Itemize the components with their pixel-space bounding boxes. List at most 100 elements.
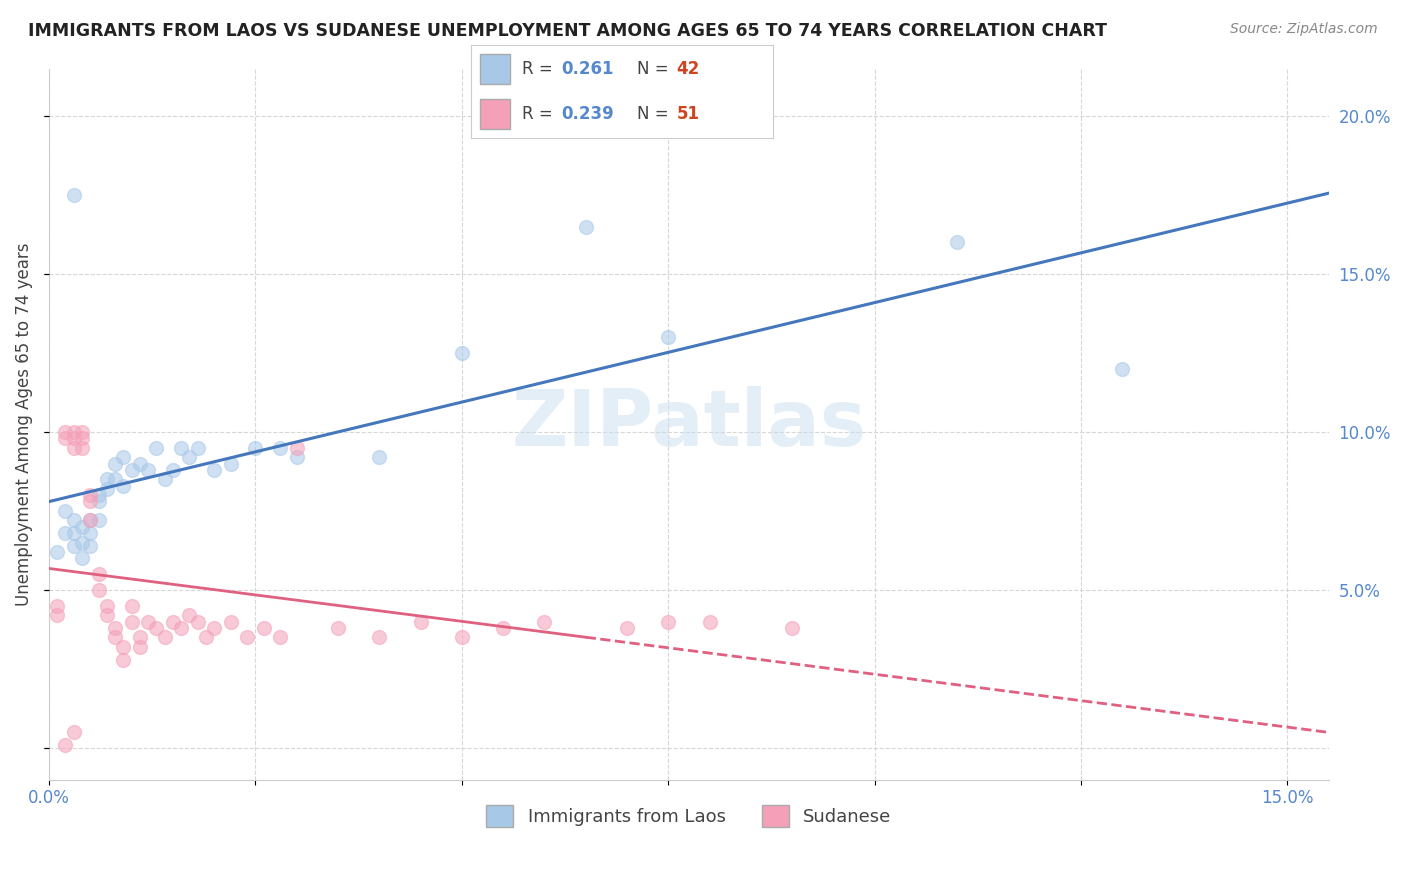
Point: [219, 615, 242, 629]
Point: [55, 504, 77, 518]
Point: [104, 472, 127, 486]
Text: 0.261: 0.261: [562, 60, 614, 78]
Point: [96, 608, 118, 623]
Point: [112, 450, 135, 465]
Point: [55, 425, 77, 439]
Point: [79, 513, 101, 527]
Point: [219, 457, 242, 471]
Point: [96, 599, 118, 613]
Point: [492, 621, 515, 635]
Point: [326, 621, 349, 635]
Point: [575, 219, 598, 234]
Point: [62, 425, 84, 439]
Point: [136, 615, 159, 629]
Point: [79, 539, 101, 553]
Point: [104, 457, 127, 471]
Point: [70, 441, 93, 455]
Text: 42: 42: [676, 60, 700, 78]
Legend: Immigrants from Laos, Sudanese: Immigrants from Laos, Sudanese: [479, 798, 898, 835]
Point: [87, 494, 110, 508]
Point: [62, 526, 84, 541]
Point: [368, 450, 391, 465]
Point: [236, 631, 259, 645]
Text: R =: R =: [523, 60, 558, 78]
Point: [1111, 361, 1133, 376]
Point: [87, 488, 110, 502]
Text: IMMIGRANTS FROM LAOS VS SUDANESE UNEMPLOYMENT AMONG AGES 65 TO 74 YEARS CORRELAT: IMMIGRANTS FROM LAOS VS SUDANESE UNEMPLO…: [28, 22, 1107, 40]
Point: [128, 631, 150, 645]
Point: [121, 599, 143, 613]
Point: [153, 472, 176, 486]
Point: [46, 599, 69, 613]
Point: [179, 450, 201, 465]
Text: R =: R =: [523, 105, 558, 123]
Point: [87, 582, 110, 597]
Point: [55, 431, 77, 445]
Point: [194, 631, 217, 645]
Point: [450, 346, 472, 360]
Point: [62, 441, 84, 455]
Point: [112, 640, 135, 654]
Point: [269, 441, 291, 455]
Point: [170, 621, 193, 635]
Point: [368, 631, 391, 645]
Y-axis label: Unemployment Among Ages 65 to 74 years: Unemployment Among Ages 65 to 74 years: [15, 243, 32, 606]
Point: [121, 463, 143, 477]
Point: [104, 631, 127, 645]
Point: [70, 431, 93, 445]
Point: [112, 479, 135, 493]
Point: [145, 621, 167, 635]
Point: [70, 551, 93, 566]
Text: Source: ZipAtlas.com: Source: ZipAtlas.com: [1230, 22, 1378, 37]
Point: [616, 621, 638, 635]
Point: [202, 621, 225, 635]
Point: [245, 441, 267, 455]
Point: [79, 526, 101, 541]
Point: [62, 513, 84, 527]
Point: [946, 235, 969, 250]
Point: [136, 463, 159, 477]
Point: [285, 441, 308, 455]
Point: [79, 494, 101, 508]
Point: [657, 615, 679, 629]
Point: [128, 640, 150, 654]
Point: [62, 188, 84, 202]
Point: [657, 330, 679, 344]
Point: [253, 621, 276, 635]
Bar: [479, 54, 510, 84]
Point: [409, 615, 432, 629]
Point: [70, 520, 93, 534]
Point: [179, 608, 201, 623]
Point: [285, 450, 308, 465]
Point: [533, 615, 555, 629]
Point: [62, 431, 84, 445]
Point: [162, 463, 184, 477]
Point: [55, 738, 77, 752]
Point: [162, 615, 184, 629]
Point: [79, 513, 101, 527]
Point: [112, 652, 135, 666]
Text: N =: N =: [637, 60, 673, 78]
Point: [55, 526, 77, 541]
Point: [128, 457, 150, 471]
Point: [170, 441, 193, 455]
Point: [96, 472, 118, 486]
Point: [70, 535, 93, 549]
Point: [153, 631, 176, 645]
Point: [187, 441, 209, 455]
Point: [104, 621, 127, 635]
Text: N =: N =: [637, 105, 673, 123]
Point: [46, 545, 69, 559]
Text: ZIPatlas: ZIPatlas: [512, 386, 866, 462]
Point: [46, 608, 69, 623]
Point: [450, 631, 472, 645]
Point: [780, 621, 803, 635]
Bar: [479, 99, 510, 129]
Point: [145, 441, 167, 455]
Point: [187, 615, 209, 629]
Text: 0.239: 0.239: [562, 105, 614, 123]
Point: [62, 725, 84, 739]
Text: 51: 51: [676, 105, 700, 123]
Point: [269, 631, 291, 645]
Point: [87, 567, 110, 582]
